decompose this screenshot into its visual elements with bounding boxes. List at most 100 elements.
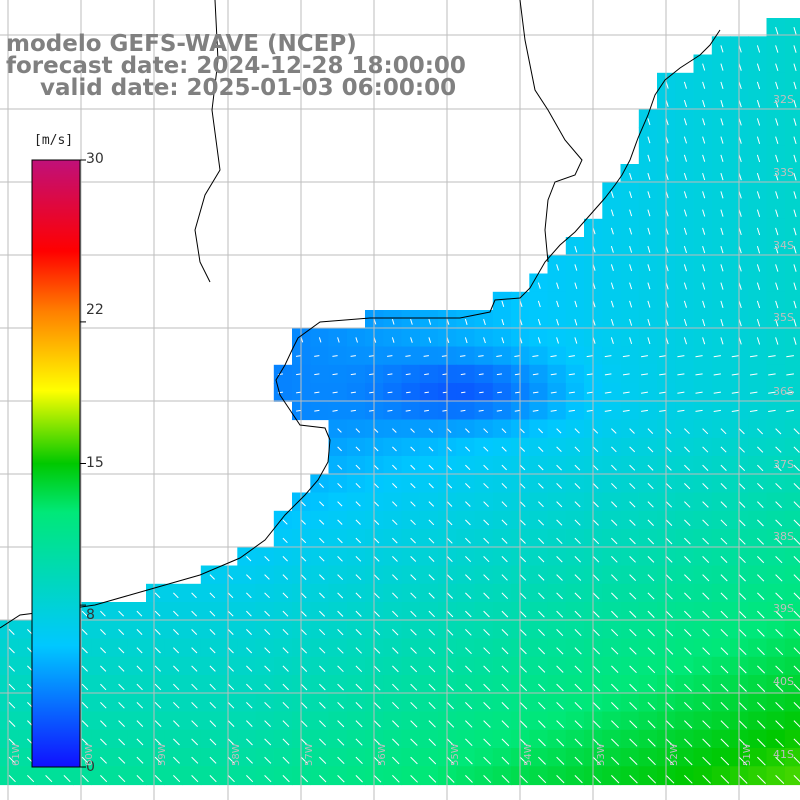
wind-arrow — [337, 720, 345, 728]
wind-arrow — [775, 245, 779, 254]
wind-arrow — [629, 537, 636, 545]
wind-arrow — [538, 665, 546, 673]
wind-arrow — [647, 318, 651, 326]
wind-cell — [492, 383, 512, 402]
wind-arrow — [136, 738, 144, 746]
wind-arrow — [684, 720, 693, 729]
wind-arrow — [478, 355, 484, 357]
wind-arrow — [556, 756, 565, 765]
wind-arrow — [173, 756, 180, 764]
wind-arrow — [683, 99, 687, 108]
wind-arrow — [350, 391, 356, 394]
wind-arrow — [659, 391, 667, 394]
wind-arrow — [464, 318, 468, 325]
wind-arrow — [264, 629, 271, 635]
wind-arrow — [647, 574, 655, 582]
wind-arrow — [63, 775, 71, 783]
wind-cell — [693, 401, 713, 421]
wind-arrow — [392, 702, 400, 710]
wind-arrow — [775, 264, 779, 272]
wind-arrow — [702, 264, 706, 272]
wind-arrow — [264, 574, 270, 580]
wind-arrow — [538, 720, 546, 728]
wind-arrow — [786, 409, 794, 412]
wind-arrow — [756, 118, 761, 126]
wind-cell — [784, 310, 800, 329]
wind-arrow — [295, 355, 302, 357]
wind-arrow — [446, 775, 455, 783]
lon-label-59w: 59W — [157, 743, 168, 766]
wind-cell — [401, 364, 421, 384]
wind-arrow — [369, 391, 375, 394]
wind-arrow — [684, 665, 692, 674]
wind-arrow — [465, 665, 472, 673]
wind-arrow — [720, 81, 724, 89]
wind-arrow — [611, 647, 619, 655]
wind-arrow — [738, 574, 746, 582]
wind-arrow — [296, 409, 302, 412]
wind-arrow — [793, 99, 797, 108]
wind-arrow — [519, 647, 527, 655]
wind-arrow — [756, 227, 761, 236]
wind-arrow — [136, 720, 144, 727]
wind-arrow — [720, 99, 724, 108]
wind-arrow — [496, 409, 502, 412]
wind-cell — [401, 346, 421, 366]
colorbar-tick-22: 22 — [86, 302, 104, 318]
wind-arrow — [154, 665, 161, 672]
wind-arrow — [460, 409, 466, 412]
wind-arrow — [611, 610, 619, 618]
wind-arrow — [355, 519, 361, 525]
wind-cell — [693, 383, 713, 402]
wind-arrow — [300, 756, 308, 764]
wind-arrow — [337, 738, 345, 746]
wind-arrow — [519, 629, 527, 636]
wind-arrow — [775, 45, 779, 53]
wind-arrow — [647, 118, 651, 126]
wind-cell — [784, 510, 800, 530]
wind-arrow — [483, 592, 490, 599]
wind-arrow — [702, 337, 706, 345]
wind-arrow — [604, 409, 612, 412]
wind-arrow — [592, 556, 600, 563]
wind-arrow — [501, 592, 509, 600]
wind-arrow — [592, 501, 599, 508]
wind-cell — [547, 383, 567, 402]
wind-arrow — [246, 683, 253, 691]
wind-arrow — [574, 446, 581, 453]
wind-arrow — [355, 592, 362, 599]
wind-arrow — [647, 556, 655, 563]
wind-cell — [784, 565, 800, 585]
wind-cell — [766, 346, 786, 366]
wind-arrow — [373, 738, 382, 746]
wind-arrow — [793, 428, 800, 435]
wind-arrow — [319, 592, 325, 599]
colorbar-tick-0: 0 — [86, 759, 95, 775]
wind-arrow — [428, 665, 436, 673]
wind-arrow — [483, 629, 490, 636]
wind-arrow — [446, 756, 455, 765]
wind-arrow — [647, 209, 651, 217]
wind-arrow — [428, 683, 436, 691]
wind-cell — [711, 364, 731, 384]
wind-arrow — [611, 592, 618, 600]
wind-arrow — [405, 373, 411, 376]
wind-arrow — [647, 720, 656, 729]
wind-arrow — [665, 537, 673, 545]
wind-arrow — [720, 738, 729, 747]
wind-arrow — [720, 464, 727, 471]
wind-arrow — [373, 775, 382, 783]
wind-arrow — [465, 428, 470, 433]
wind-arrow — [100, 738, 107, 746]
wind-arrow — [314, 355, 320, 357]
wind-cell — [784, 36, 800, 56]
wind-cell — [492, 364, 512, 384]
coastline — [0, 0, 721, 629]
wind-cell — [784, 237, 800, 256]
wind-arrow — [136, 629, 143, 635]
wind-arrow — [318, 337, 322, 343]
wind-arrow — [684, 756, 693, 766]
wind-cell — [784, 273, 800, 293]
wind-arrow — [775, 318, 779, 327]
wind-arrow — [446, 519, 453, 526]
